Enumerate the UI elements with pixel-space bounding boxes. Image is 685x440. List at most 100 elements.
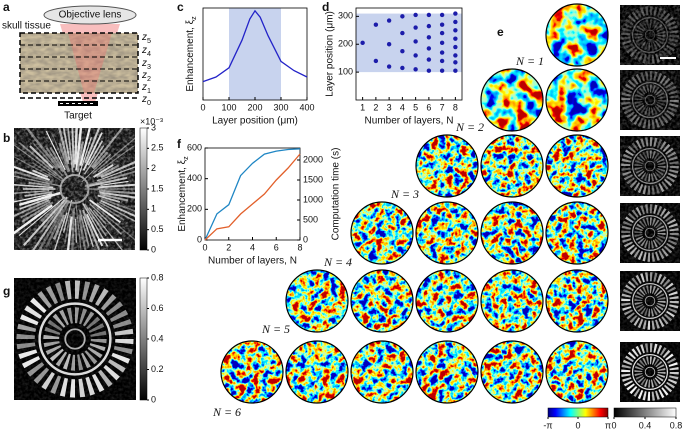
layer-label: z3 [141, 58, 151, 72]
point [400, 49, 405, 54]
layer-label-main: z [141, 58, 147, 69]
x-tick-label: 300 [273, 102, 288, 112]
layer-label-main: z [141, 94, 147, 105]
image-noise [620, 271, 680, 331]
x-tick-label: 2 [373, 102, 378, 112]
phase-map-border [545, 3, 609, 67]
phase-map [351, 341, 413, 403]
y-axis-label: Enhancement, ξz [185, 16, 199, 92]
layer-label-main: z [141, 45, 147, 56]
colorbar-label: 0.8 [670, 420, 683, 430]
layer-label-sub: 4 [147, 49, 151, 58]
point [439, 12, 445, 18]
phase-map-border [545, 269, 609, 333]
point [453, 68, 458, 73]
image-g [14, 278, 136, 400]
phase-map [351, 270, 413, 332]
layer-label: z5 [141, 32, 151, 46]
y2-tick-label: 0 [303, 234, 308, 244]
layer-label: z2 [141, 70, 151, 84]
shaded-range [229, 8, 281, 100]
colorbar-label: 3 [151, 122, 156, 132]
point [360, 40, 365, 46]
y-axis-label-main: Enhancement, ξ [185, 19, 196, 91]
image-noise [620, 342, 680, 402]
layer-label-sub: 3 [147, 62, 151, 71]
layer-label-sub: 5 [147, 36, 151, 45]
point [413, 67, 418, 72]
x-tick-label: 0 [202, 242, 207, 252]
y-tick-label: 100 [338, 66, 353, 76]
point [439, 22, 445, 27]
layer-label-sub: 1 [147, 86, 151, 95]
colorbar [613, 407, 677, 418]
layer-label-main: z [141, 82, 147, 93]
phase-map [546, 270, 608, 332]
image-noise [620, 5, 680, 65]
layer-label-sub: 2 [147, 74, 151, 83]
point [453, 53, 458, 58]
x-axis-label: Number of layers, N [365, 116, 454, 127]
colorbar-label: 0.2 [151, 364, 164, 374]
colorbar-label: 0 [575, 420, 580, 430]
colorbar-label: 0 [151, 244, 156, 254]
y-tick-label: 600 [187, 142, 202, 152]
colorbar [139, 277, 148, 401]
panel-label: c [177, 0, 184, 14]
line [204, 153, 301, 241]
line [202, 9, 308, 83]
y-axis-label-main: Enhancement, ξ [177, 159, 188, 231]
panel-label: d [322, 0, 329, 14]
point [453, 36, 458, 41]
phase-map-border [545, 134, 609, 198]
x-tick-label: 4 [400, 102, 405, 112]
layer-label-main: z [141, 70, 147, 81]
phase-map [546, 135, 608, 197]
point [426, 35, 432, 40]
schematic: Objective lens skull tissue Target [2, 5, 139, 122]
colorbar-label: 1 [151, 204, 156, 214]
x-tick-label: 8 [297, 242, 302, 252]
row-label: N = 1 [515, 54, 544, 68]
y2-tick-label: 2000 [303, 154, 323, 164]
chart: 1 2 3 4 5 6 7 8 100 200 300 Number of layers, N Laye… [325, 7, 463, 127]
y-tick-label: 200 [338, 39, 353, 49]
colorbar-label: π [605, 420, 611, 430]
point [453, 60, 458, 65]
panel-label: a [3, 0, 10, 14]
phase-map-border [415, 201, 479, 265]
line [204, 148, 301, 241]
point [439, 40, 445, 46]
colorbar-label: 0 [151, 394, 156, 404]
image-noise [14, 128, 135, 250]
point [386, 18, 392, 23]
point [413, 25, 418, 30]
phase-map [416, 135, 478, 197]
phase-map [286, 341, 348, 403]
colorbar-label: 0.8 [151, 272, 164, 282]
tissue-border [19, 32, 139, 94]
intensity-image [620, 271, 680, 331]
phase-map-border [545, 340, 609, 404]
plot-frame [355, 7, 463, 101]
point [439, 68, 445, 73]
phase-map [546, 341, 608, 403]
phase-map-border [480, 134, 544, 198]
panel-label: g [3, 284, 10, 298]
y-tick-label: 0 [197, 234, 202, 244]
point [453, 11, 458, 16]
phase-map [481, 270, 543, 332]
point [439, 30, 445, 36]
point [400, 14, 405, 19]
x-tick-label: 5 [413, 102, 418, 112]
phase-map [481, 202, 543, 264]
colorbar-label: 2.5 [151, 143, 164, 153]
y-axis-label-sub: z [189, 16, 198, 20]
layer-label-main: z [141, 32, 147, 43]
x-tick-label: 2 [226, 242, 231, 252]
phase-map-border [545, 201, 609, 265]
phase-map-border [545, 68, 609, 132]
x-axis-label: Layer position (μm) [212, 116, 298, 127]
